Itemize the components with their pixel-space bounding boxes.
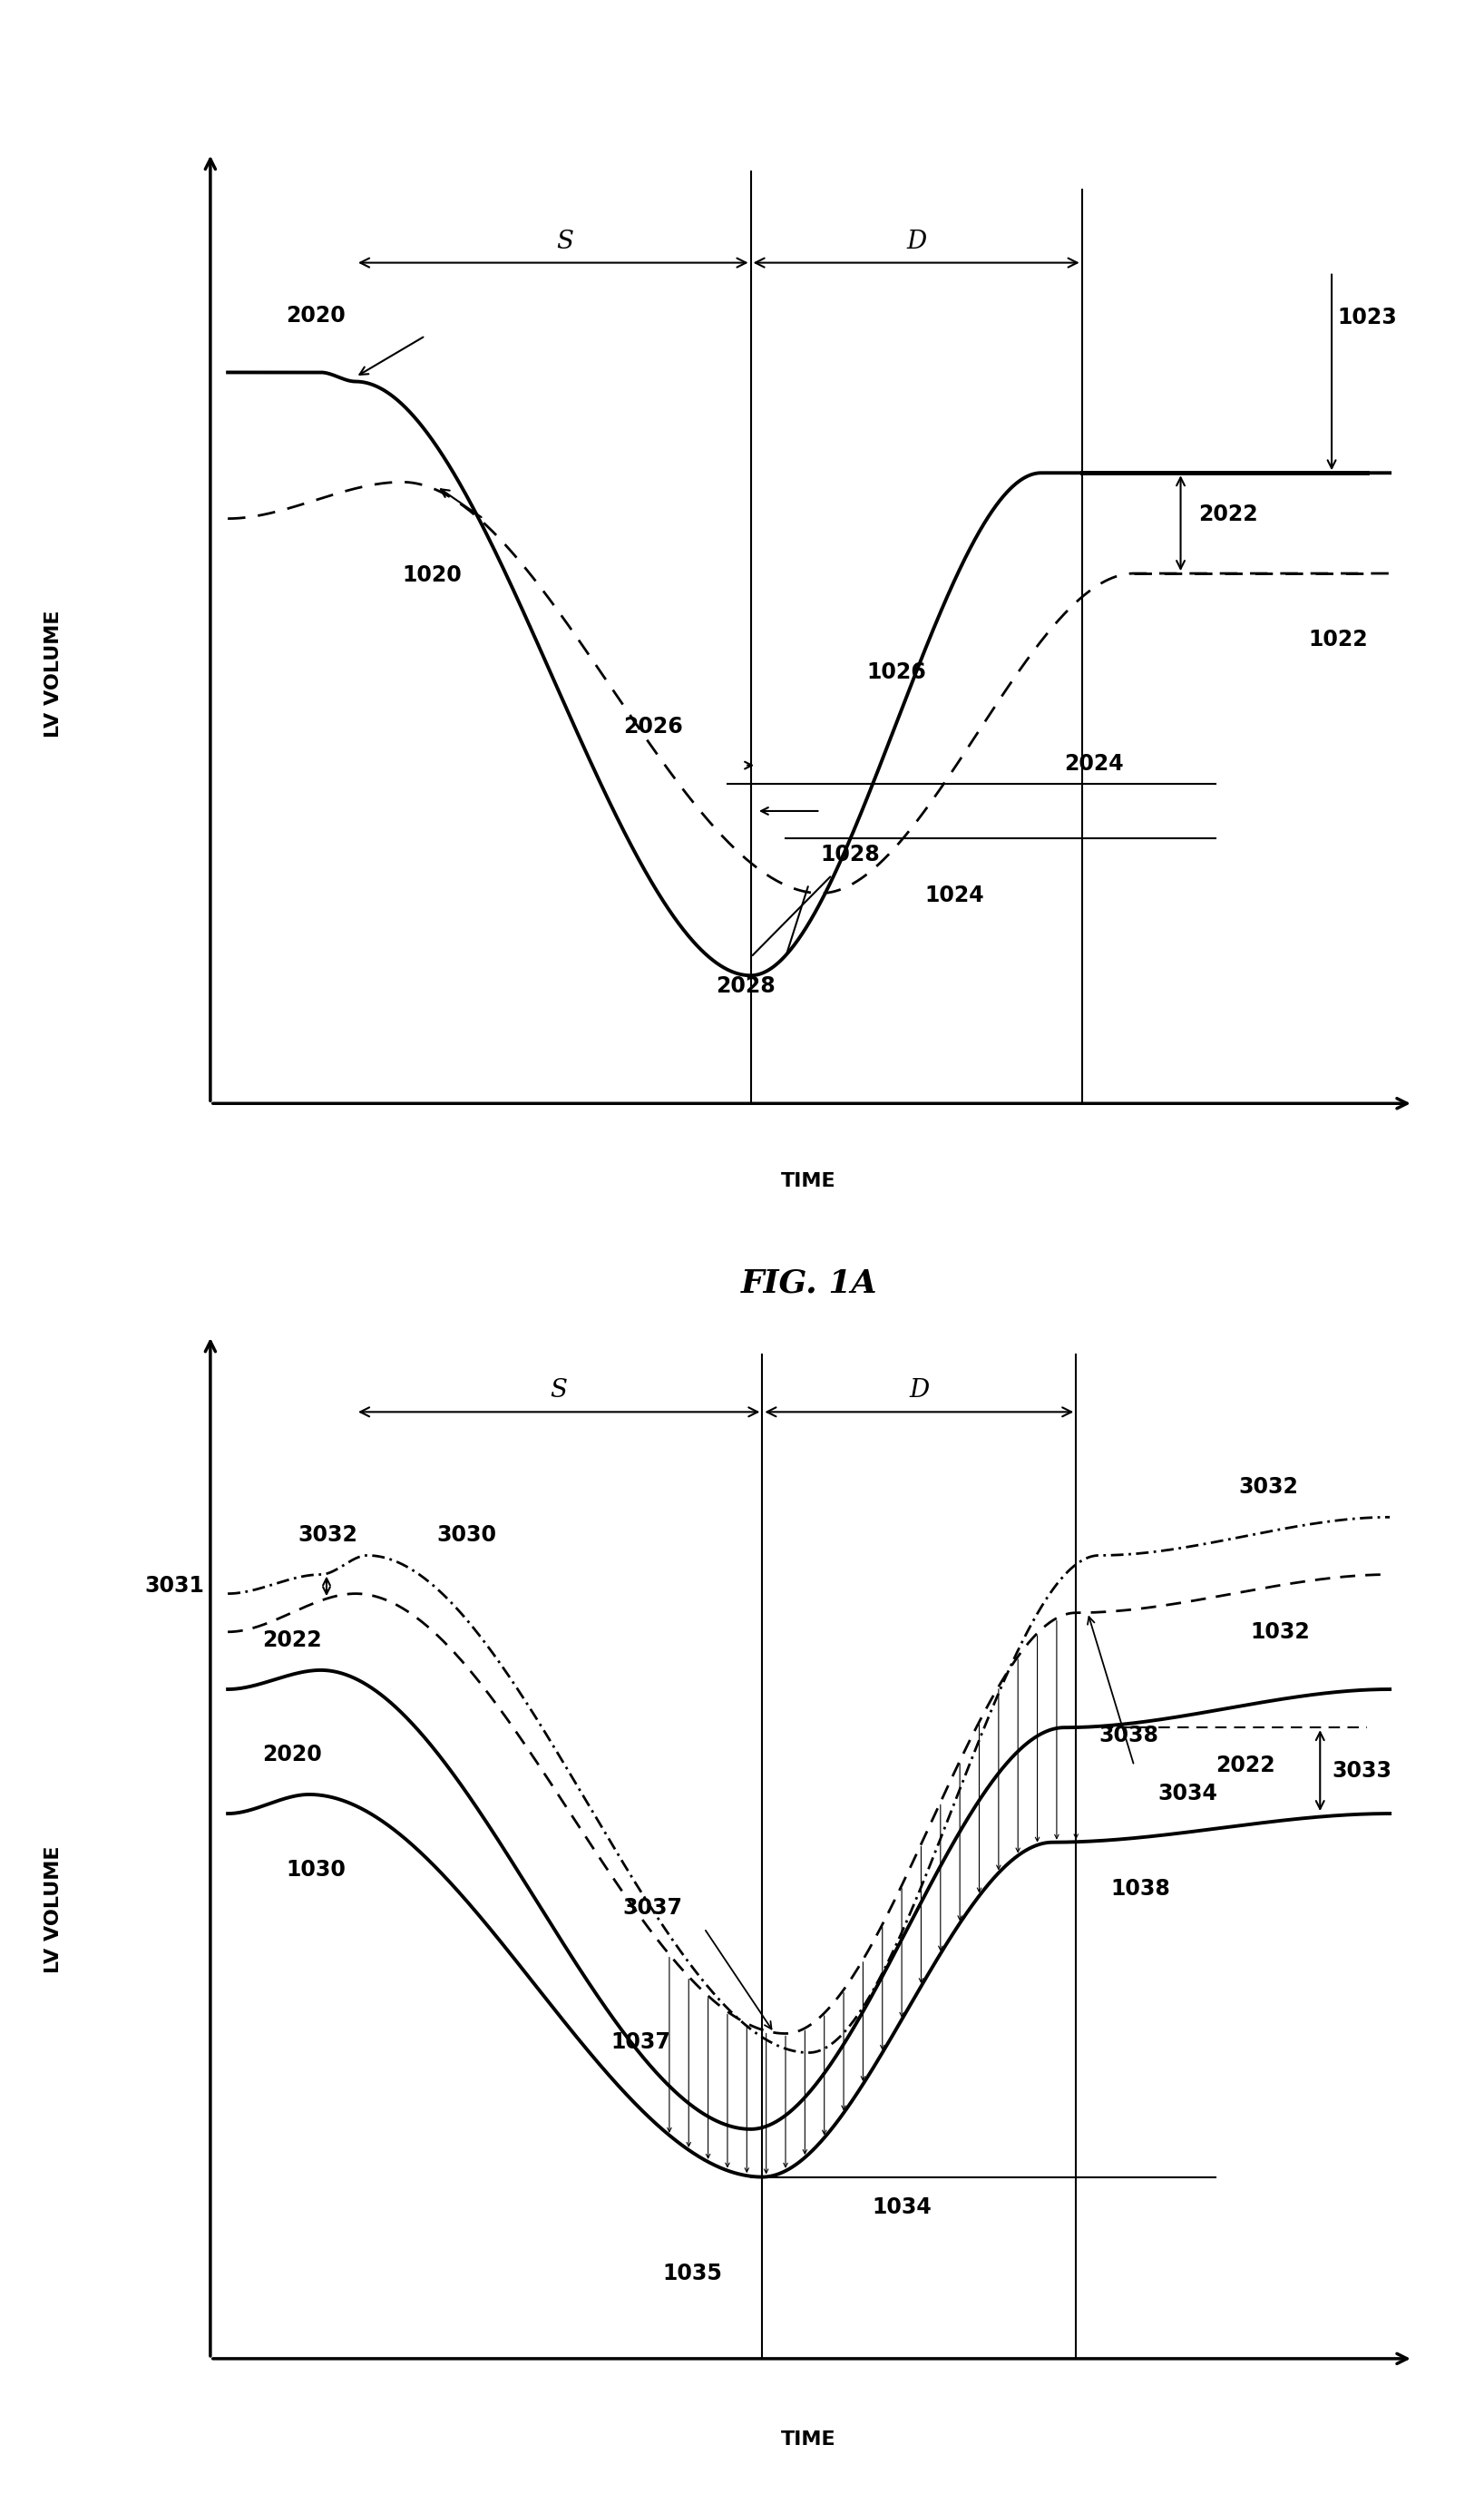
Text: 1026: 1026 bbox=[867, 661, 926, 684]
Text: 2020: 2020 bbox=[286, 304, 346, 327]
Text: 1034: 1034 bbox=[873, 2196, 932, 2219]
Text: 2020: 2020 bbox=[263, 1744, 322, 1767]
Text: S: S bbox=[556, 229, 573, 254]
Text: 1038: 1038 bbox=[1112, 1877, 1171, 1900]
Text: 1028: 1028 bbox=[821, 844, 880, 867]
Text: LV VOLUME: LV VOLUME bbox=[45, 611, 62, 739]
Text: 2022: 2022 bbox=[1215, 1754, 1275, 1777]
Text: D: D bbox=[907, 229, 926, 254]
Text: 2022: 2022 bbox=[1198, 503, 1257, 525]
Text: 3034: 3034 bbox=[1158, 1782, 1217, 1804]
Text: 2022: 2022 bbox=[263, 1628, 322, 1651]
Text: 1022: 1022 bbox=[1309, 628, 1368, 651]
Text: 3037: 3037 bbox=[623, 1897, 683, 1920]
Text: 3033: 3033 bbox=[1331, 1759, 1392, 1782]
Text: 2028: 2028 bbox=[715, 975, 776, 998]
Text: 1032: 1032 bbox=[1251, 1621, 1310, 1644]
Text: 1037: 1037 bbox=[611, 2031, 671, 2053]
Text: TIME: TIME bbox=[781, 1171, 837, 1191]
Text: TIME: TIME bbox=[781, 2430, 837, 2448]
Text: 1035: 1035 bbox=[663, 2264, 723, 2284]
Text: 1020: 1020 bbox=[402, 565, 462, 586]
Text: LV VOLUME: LV VOLUME bbox=[45, 1845, 62, 1973]
Text: 3038: 3038 bbox=[1100, 1724, 1159, 1747]
Text: 2026: 2026 bbox=[623, 716, 683, 739]
Text: 3032: 3032 bbox=[297, 1523, 358, 1545]
Text: S: S bbox=[551, 1377, 567, 1402]
Text: 3030: 3030 bbox=[436, 1523, 497, 1545]
Text: 1030: 1030 bbox=[286, 1860, 346, 1880]
Text: FIG. 1A: FIG. 1A bbox=[741, 1269, 877, 1299]
Text: 3032: 3032 bbox=[1239, 1475, 1298, 1498]
Text: 2024: 2024 bbox=[1064, 754, 1123, 774]
Text: 1023: 1023 bbox=[1337, 307, 1396, 329]
Text: 1024: 1024 bbox=[925, 885, 984, 905]
Text: D: D bbox=[910, 1377, 929, 1402]
Text: 3031: 3031 bbox=[145, 1576, 205, 1598]
